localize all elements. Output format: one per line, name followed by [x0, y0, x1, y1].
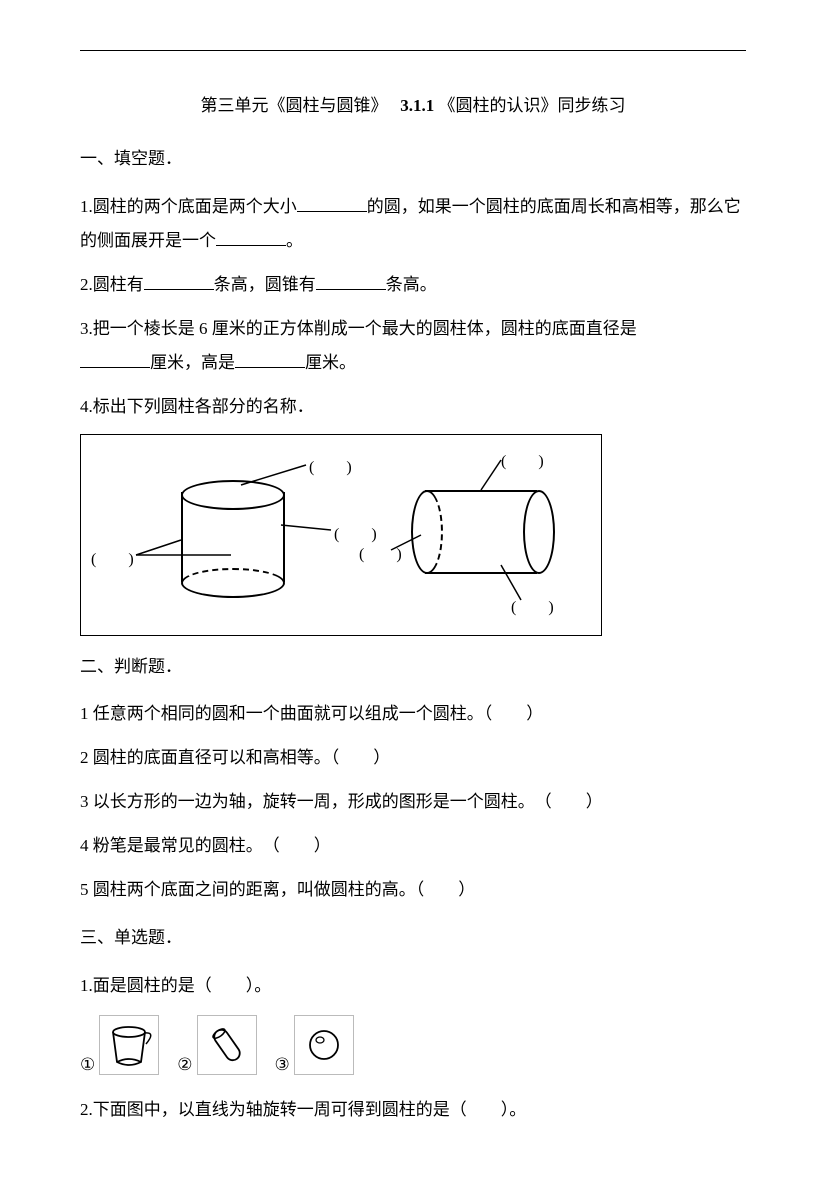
choice-option-1[interactable]: ① — [80, 1015, 159, 1075]
choice-number: ① — [80, 1055, 95, 1075]
fill-q2: 2.圆柱有 条高，圆锥有 条高。 — [80, 268, 746, 302]
blank[interactable] — [316, 270, 386, 290]
q3-text-b: 厘米，高是 — [150, 353, 235, 372]
blank[interactable] — [297, 192, 367, 212]
choice-number: ③ — [275, 1055, 290, 1075]
title-unit: 第三单元《圆柱与圆锥》 — [201, 96, 388, 115]
choice-number: ② — [177, 1055, 192, 1075]
bucket-icon — [99, 1015, 159, 1075]
ball-icon — [294, 1015, 354, 1075]
q3-text-a: 3.把一个棱长是 6 厘米的正方体削成一个最大的圆柱体，圆柱的底面直径是 — [80, 319, 637, 338]
blank[interactable] — [235, 348, 305, 368]
figure-label[interactable]: ( ) — [359, 540, 402, 564]
choice-option-2[interactable]: ② — [177, 1015, 256, 1075]
judge-q1: 1 任意两个相同的圆和一个曲面就可以组成一个圆柱。（ ） — [80, 697, 746, 731]
choice-q1: 1.面是圆柱的是（ ）。 — [80, 969, 746, 1003]
fill-q4: 4.标出下列圆柱各部分的名称． — [80, 390, 746, 424]
q1-text-a: 1.圆柱的两个底面是两个大小 — [80, 197, 297, 216]
judge-q4: 4 粉笔是最常见的圆柱。 （ ） — [80, 829, 746, 863]
section-2-heading: 二、判断题． — [80, 654, 746, 680]
top-rule — [80, 50, 746, 51]
blank[interactable] — [216, 226, 286, 246]
fill-q1: 1.圆柱的两个底面是两个大小的圆，如果一个圆柱的底面周长和高相等，那么它的侧面展… — [80, 190, 746, 258]
figure-label[interactable]: ( ) — [511, 593, 554, 617]
judge-q2: 2 圆柱的底面直径可以和高相等。（ ） — [80, 741, 746, 775]
cylinder-label-figure: ( ) ( ) ( ) ( ) ( ) ( ) — [80, 434, 602, 636]
choice-option-3[interactable]: ③ — [275, 1015, 354, 1075]
judge-q3: 3 以长方形的一边为轴，旋转一周，形成的图形是一个圆柱。 （ ） — [80, 785, 746, 819]
choice-options-row: ① ② ③ — [80, 1015, 746, 1075]
section-3-heading: 三、单选题． — [80, 925, 746, 951]
figure-label[interactable]: ( ) — [309, 453, 352, 477]
q1-text-c: 。 — [286, 231, 303, 250]
q3-text-c: 厘米。 — [305, 353, 356, 372]
horizontal-cylinder-icon — [411, 490, 551, 570]
figure-label[interactable]: ( ) — [91, 545, 134, 569]
tube-icon — [197, 1015, 257, 1075]
section-1-heading: 一、填空题． — [80, 146, 746, 172]
judge-q5: 5 圆柱两个底面之间的距离，叫做圆柱的高。（ ） — [80, 873, 746, 907]
q2-text-a: 2.圆柱有 — [80, 275, 144, 294]
blank[interactable] — [80, 348, 150, 368]
q2-text-c: 条高。 — [386, 275, 437, 294]
blank[interactable] — [144, 270, 214, 290]
choice-q2: 2.下面图中，以直线为轴旋转一周可得到圆柱的是（ ）。 — [80, 1093, 746, 1127]
figure-label[interactable]: ( ) — [501, 447, 544, 471]
fill-q3: 3.把一个棱长是 6 厘米的正方体削成一个最大的圆柱体，圆柱的底面直径是 厘米，… — [80, 312, 746, 380]
worksheet-title: 第三单元《圆柱与圆锥》 3.1.1 《圆柱的认识》同步练习 — [80, 91, 746, 116]
title-code: 3.1.1 — [400, 96, 434, 115]
page: 第三单元《圆柱与圆锥》 3.1.1 《圆柱的认识》同步练习 一、填空题． 1.圆… — [0, 0, 826, 1177]
q2-text-b: 条高，圆锥有 — [214, 275, 316, 294]
title-sub: 《圆柱的认识》同步练习 — [439, 96, 626, 115]
